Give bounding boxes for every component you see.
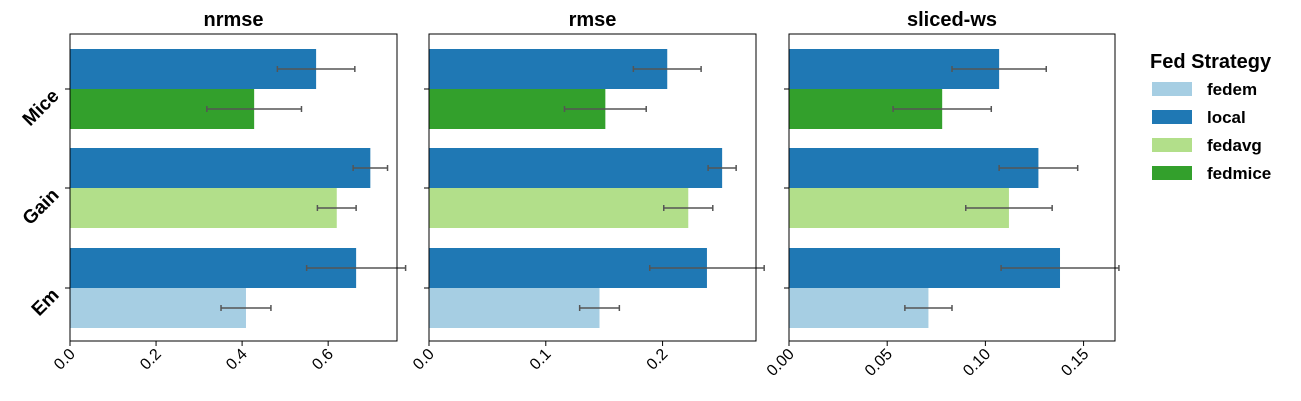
- panel-title-nrmse: nrmse: [203, 9, 263, 31]
- legend-swatch-fedmice: [1152, 166, 1192, 180]
- xtick-label-nrmse-0: 0.0: [51, 346, 79, 374]
- bar-rmse-em-fedem: [429, 288, 600, 328]
- xtick-label-rmse-2: 0.2: [644, 346, 672, 374]
- xtick-label-sliced-ws-0: 0.00: [764, 346, 798, 380]
- bar-nrmse-gain-fedavg: [70, 188, 337, 228]
- bar-nrmse-mice-local: [70, 49, 317, 89]
- xtick-label-nrmse-3: 0.6: [309, 346, 337, 374]
- xtick-label-rmse-0: 0.0: [410, 346, 438, 374]
- bar-rmse-mice-local: [429, 49, 668, 89]
- legend-swatch-fedavg: [1152, 138, 1192, 152]
- bar-rmse-gain-local: [429, 148, 723, 188]
- bar-nrmse-em-fedem: [70, 288, 246, 328]
- xtick-label-sliced-ws-1: 0.05: [862, 346, 896, 380]
- category-label-mice: Mice: [19, 86, 64, 131]
- xtick-label-sliced-ws-3: 0.15: [1058, 346, 1092, 380]
- xtick-label-sliced-ws-2: 0.10: [960, 346, 994, 380]
- panel-title-rmse: rmse: [569, 9, 617, 31]
- bar-sliced-ws-gain-local: [789, 148, 1039, 188]
- bar-nrmse-gain-local: [70, 148, 371, 188]
- panel-title-sliced-ws: sliced-ws: [907, 9, 997, 31]
- xtick-label-nrmse-1: 0.2: [137, 346, 165, 374]
- category-label-em: Em: [28, 285, 64, 321]
- legend-label-fedem: fedem: [1207, 80, 1257, 99]
- legend-swatch-local: [1152, 110, 1192, 124]
- xtick-label-rmse-1: 0.1: [527, 346, 555, 374]
- bar-rmse-gain-fedavg: [429, 188, 689, 228]
- legend-label-fedmice: fedmice: [1207, 164, 1271, 183]
- legend-swatch-fedem: [1152, 82, 1192, 96]
- legend-title: Fed Strategy: [1150, 51, 1272, 73]
- legend-label-fedavg: fedavg: [1207, 136, 1262, 155]
- category-label-gain: Gain: [19, 185, 64, 230]
- legend-label-local: local: [1207, 108, 1246, 127]
- xtick-label-nrmse-2: 0.4: [223, 346, 251, 374]
